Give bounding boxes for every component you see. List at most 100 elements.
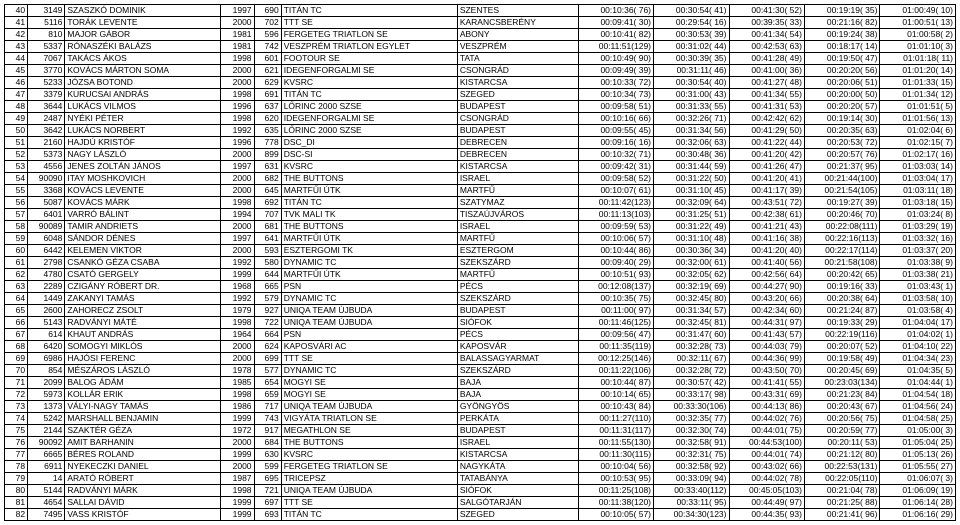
cell-col5: UNIQA TEAM ÚJBUDA xyxy=(281,401,457,413)
cell-col9: 00:43:51( 72) xyxy=(729,197,804,209)
cell-col11: 01:01:51( 5) xyxy=(880,101,956,113)
cell-col11: 01:01:10( 3) xyxy=(880,41,956,53)
cell-col7: 00:09:42( 31) xyxy=(578,161,653,173)
cell-col1: 5233 xyxy=(28,77,65,89)
cell-col3: 1992 xyxy=(221,293,254,305)
cell-col10: 00:22:05(110) xyxy=(804,473,879,485)
cell-col3: 1972 xyxy=(221,425,254,437)
cell-col2: AMIT BARHANIN xyxy=(65,437,221,449)
cell-col2: KURUCSAI ANDRÁS xyxy=(65,89,221,101)
cell-col11: 01:03:32( 16) xyxy=(880,233,956,245)
cell-col9: 00:43:20( 66) xyxy=(729,293,804,305)
cell-col8: 00:30:57( 42) xyxy=(654,377,729,389)
cell-col10: 00:21:23( 84) xyxy=(804,389,879,401)
cell-col5: TITÁN TC xyxy=(281,89,457,101)
cell-col4: 690 xyxy=(254,5,281,17)
cell-col1: 4654 xyxy=(28,497,65,509)
cell-col10: 00:19:58( 49) xyxy=(804,353,879,365)
cell-col5: FOOTOUR SE xyxy=(281,53,457,65)
cell-col0: 41 xyxy=(5,17,28,29)
cell-col3: 1992 xyxy=(221,125,254,137)
cell-col1: 6665 xyxy=(28,449,65,461)
cell-col7: 00:11:46(125) xyxy=(578,317,653,329)
cell-col8: 00:32:28( 73) xyxy=(654,341,729,353)
cell-col9: 00:41:20( 41) xyxy=(729,173,804,185)
cell-col4: 593 xyxy=(254,245,281,257)
cell-col7: 00:12:08(137) xyxy=(578,281,653,293)
cell-col2: TAKÁCS ÁKOS xyxy=(65,53,221,65)
cell-col0: 47 xyxy=(5,89,28,101)
cell-col11: 01:03:04( 17) xyxy=(880,173,956,185)
cell-col9: 00:41:34( 54) xyxy=(729,29,804,41)
cell-col2: KOVÁCS MÁRTON SOMA xyxy=(65,65,221,77)
cell-col10: 00:22:53(131) xyxy=(804,461,879,473)
cell-col6: ESZTERGOM xyxy=(457,245,578,257)
cell-col0: 43 xyxy=(5,41,28,53)
cell-col6: KISTARCSA xyxy=(457,449,578,461)
cell-col6: ISRAEL xyxy=(457,173,578,185)
cell-col6: SIÓFOK xyxy=(457,317,578,329)
cell-col5: DYNAMIC TC xyxy=(281,257,457,269)
cell-col5: TTT SE xyxy=(281,353,457,365)
table-row: 483644LUKÁCS VILMOS1996637LŐRINC 2000 SZ… xyxy=(5,101,956,113)
cell-col2: TORÁK LEVENTE xyxy=(65,17,221,29)
cell-col2: RADVÁNYI MÁTÉ xyxy=(65,317,221,329)
cell-col10: 00:21:24( 87) xyxy=(804,305,879,317)
cell-col3: 1981 xyxy=(221,41,254,53)
cell-col2: KHAUT ANDRÁS xyxy=(65,329,221,341)
cell-col8: 00:30:48( 36) xyxy=(654,149,729,161)
cell-col0: 81 xyxy=(5,497,28,509)
cell-col0: 61 xyxy=(5,257,28,269)
cell-col9: 00:42:34( 60) xyxy=(729,305,804,317)
cell-col0: 66 xyxy=(5,317,28,329)
cell-col2: BÉRES ROLAND xyxy=(65,449,221,461)
cell-col1: 6420 xyxy=(28,341,65,353)
cell-col7: 00:10:16( 66) xyxy=(578,113,653,125)
cell-col0: 67 xyxy=(5,329,28,341)
cell-col3: 1996 xyxy=(221,137,254,149)
cell-col6: CSONGRÁD xyxy=(457,65,578,77)
cell-col9: 00:44:35( 93) xyxy=(729,509,804,521)
cell-col9: 00:41:16( 38) xyxy=(729,233,804,245)
cell-col9: 00:41:00( 36) xyxy=(729,65,804,77)
cell-col5: ESZTERGOMI TK xyxy=(281,245,457,257)
cell-col5: LŐRINC 2000 SZSE xyxy=(281,101,457,113)
cell-col4: 665 xyxy=(254,281,281,293)
cell-col1: 90092 xyxy=(28,437,65,449)
cell-col10: 00:19:19( 35) xyxy=(804,5,879,17)
cell-col0: 77 xyxy=(5,449,28,461)
cell-col6: KARANCSBERÉNY xyxy=(457,17,578,29)
cell-col11: 01:04:34( 23) xyxy=(880,353,956,365)
results-table: 403149SZASZKÓ DOMINIK1997690TITÁN TCSZEN… xyxy=(4,4,956,521)
cell-col2: VÁLYI-NAGY TAMÁS xyxy=(65,401,221,413)
cell-col7: 00:10:51( 93) xyxy=(578,269,653,281)
cell-col9: 00:41:34( 55) xyxy=(729,89,804,101)
cell-col2: KOVÁCS LEVENTE xyxy=(65,185,221,197)
cell-col3: 2000 xyxy=(221,245,254,257)
cell-col1: 5087 xyxy=(28,197,65,209)
cell-col11: 01:06:07( 3) xyxy=(880,473,956,485)
cell-col3: 2000 xyxy=(221,173,254,185)
cell-col11: 01:03:58( 4) xyxy=(880,305,956,317)
cell-col1: 3149 xyxy=(28,5,65,17)
cell-col8: 00:31:33( 55) xyxy=(654,101,729,113)
cell-col10: 00:21:12( 80) xyxy=(804,449,879,461)
cell-col1: 2487 xyxy=(28,113,65,125)
cell-col4: 717 xyxy=(254,401,281,413)
cell-col8: 00:29:54( 16) xyxy=(654,17,729,29)
cell-col2: SÁNDOR DÉNES xyxy=(65,233,221,245)
cell-col3: 2000 xyxy=(221,65,254,77)
cell-col7: 00:11:31(117) xyxy=(578,425,653,437)
table-row: 725973KOLLÁR ERIK1998659MOGYI SEBAJA00:1… xyxy=(5,389,956,401)
table-row: 465233JÓZSA BOTOND2000629KVSRCKISTARCSA0… xyxy=(5,77,956,89)
cell-col1: 2798 xyxy=(28,257,65,269)
cell-col9: 00:41:20( 40) xyxy=(729,245,804,257)
cell-col5: LŐRINC 2000 SZSE xyxy=(281,125,457,137)
cell-col6: BUDAPEST xyxy=(457,305,578,317)
cell-col2: ARATÓ RÓBERT xyxy=(65,473,221,485)
cell-col5: PSN xyxy=(281,281,457,293)
table-row: 745242MARSHALL BENJAMIN1999743VIGYÁTA TR… xyxy=(5,413,956,425)
table-row: 641449ZAKANYI TAMÁS1992579DYNAMIC TCSZEK… xyxy=(5,293,956,305)
cell-col8: 00:32:06( 63) xyxy=(654,137,729,149)
cell-col8: 00:32:35( 77) xyxy=(654,413,729,425)
